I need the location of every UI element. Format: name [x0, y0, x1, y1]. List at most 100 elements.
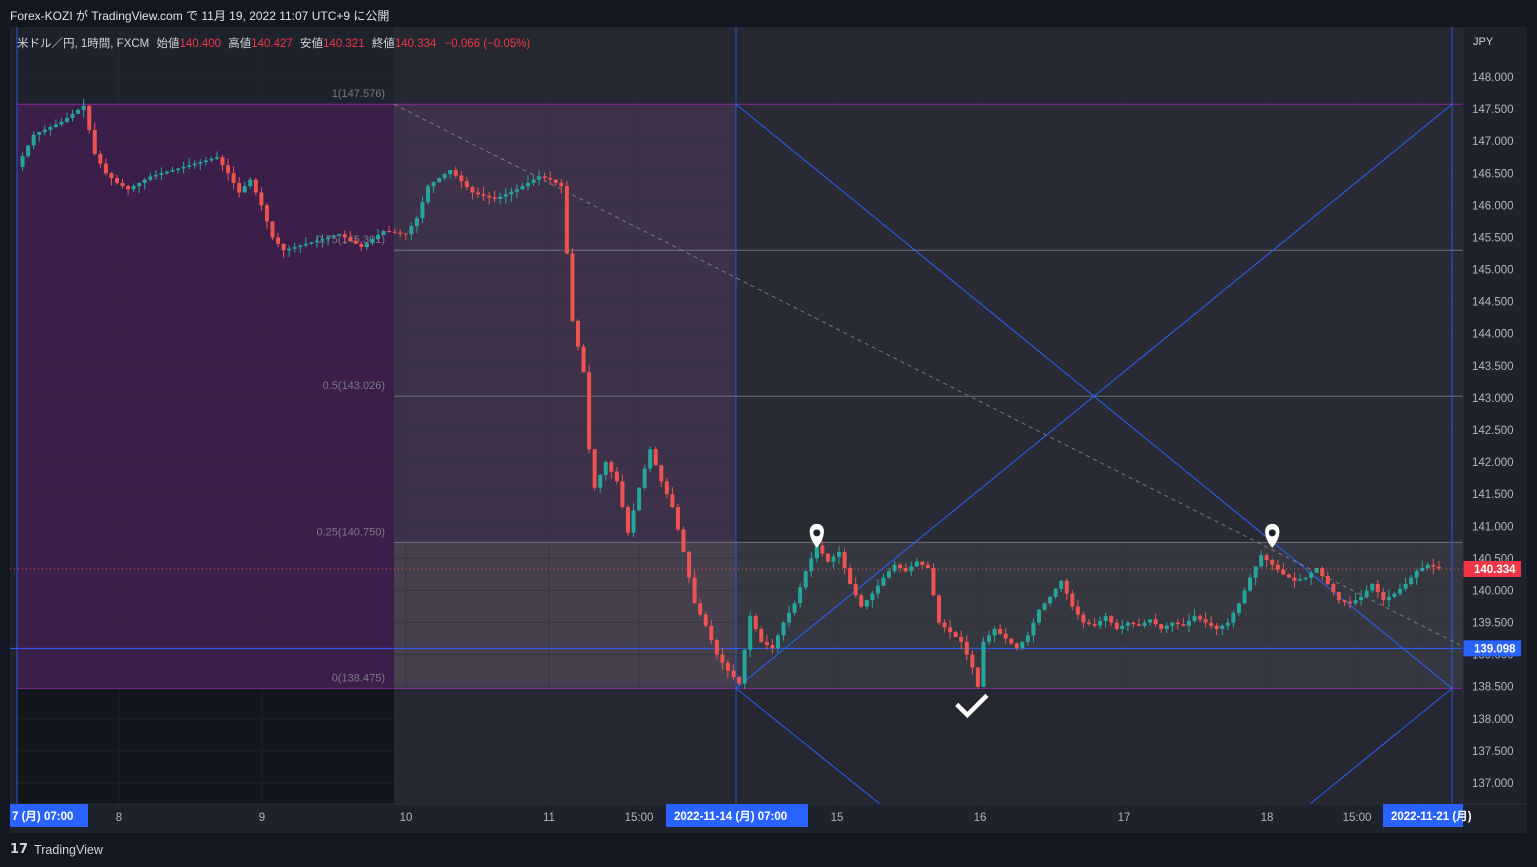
candle-body	[370, 239, 375, 244]
candle-body	[881, 577, 886, 586]
candle-body	[487, 195, 492, 198]
candle-body	[192, 163, 197, 166]
candle-body	[698, 603, 703, 615]
candle-body	[1175, 622, 1180, 625]
candle-body	[1181, 624, 1186, 626]
candle-body	[909, 566, 914, 572]
candle-body	[1186, 620, 1191, 626]
candle-body	[670, 494, 675, 508]
candle-body	[276, 237, 281, 244]
candle-body	[364, 243, 369, 248]
time-tick-label: 18	[1261, 812, 1274, 824]
time-tick-label: 15	[831, 812, 844, 824]
candle-body	[825, 553, 830, 562]
candle-body	[737, 677, 742, 684]
time-tick-label: 15:00	[625, 812, 654, 824]
price-tick-label: 143.500	[1472, 361, 1514, 373]
time-tick-label: 11	[543, 812, 555, 824]
price-tick-label: 144.500	[1472, 297, 1514, 309]
candle-body	[92, 129, 97, 155]
fib-label-0: 1(147.576)	[332, 88, 385, 100]
candle-body	[1098, 620, 1103, 626]
candle-body	[1420, 567, 1425, 572]
candle-body	[281, 243, 286, 251]
candle-body	[164, 171, 169, 174]
candle-body	[703, 614, 708, 626]
candle-body	[1248, 577, 1253, 591]
candle-body	[853, 584, 858, 596]
candle-body	[109, 173, 114, 179]
candle-body	[709, 625, 714, 641]
candle-body	[914, 561, 919, 567]
price-axis[interactable]	[1463, 27, 1527, 804]
candle-body	[675, 507, 680, 530]
candle-body	[1320, 567, 1325, 577]
candle-body	[509, 191, 514, 195]
candle-body	[453, 170, 458, 176]
time-tick-label: 10	[400, 812, 413, 824]
price-tick-label: 146.000	[1472, 200, 1514, 212]
candle-body	[520, 186, 525, 190]
price-tick-label: 147.000	[1472, 136, 1514, 148]
candle-body	[442, 174, 447, 179]
candle-body	[1398, 588, 1403, 594]
diagonal-low-right	[1309, 687, 1453, 805]
map-pin-hole	[813, 529, 821, 537]
candle-body	[81, 105, 86, 110]
ohlc-legend: 米ドル／円, 1時間, FXCM 始値140.400 高値140.427 安値1…	[17, 35, 530, 51]
candle-body	[1036, 609, 1041, 623]
candle-body	[1364, 590, 1369, 597]
candle-body	[1020, 641, 1025, 649]
candle-body	[314, 240, 319, 243]
candle-body	[1209, 622, 1214, 626]
price-tick-label: 146.500	[1472, 168, 1514, 180]
candle-body	[298, 245, 303, 248]
candle-body	[103, 163, 108, 174]
candle-body	[187, 165, 192, 167]
upper-zone	[394, 27, 1463, 105]
candle-body	[764, 641, 769, 646]
candle-body	[1375, 584, 1380, 593]
candle-body	[637, 487, 642, 511]
high-label: 高値	[228, 38, 252, 50]
time-highlight-badge	[10, 804, 88, 827]
candle-body	[514, 189, 519, 192]
candle-body	[1120, 625, 1125, 629]
candle-body	[1292, 577, 1297, 581]
candle-body	[1042, 603, 1047, 610]
candle-body	[353, 240, 358, 244]
high-value: 140.427	[251, 38, 293, 50]
candle-body	[798, 587, 803, 604]
candle-body	[998, 628, 1003, 634]
candle-body	[848, 567, 853, 585]
candle-body	[1203, 619, 1208, 623]
price-tick-label: 148.000	[1472, 72, 1514, 84]
candle-body	[1336, 592, 1341, 601]
candle-body	[348, 237, 353, 241]
candle-body	[842, 551, 847, 568]
candle-body	[31, 134, 36, 146]
candle-body	[787, 612, 792, 623]
candle-body	[231, 173, 236, 183]
price-tick-label: 140.000	[1472, 585, 1514, 597]
candle-body	[648, 449, 653, 469]
price-tick-label: 147.500	[1472, 104, 1514, 116]
candle-body	[259, 192, 264, 206]
candle-body	[553, 179, 558, 183]
candle-body	[470, 186, 475, 193]
candle-body	[481, 194, 486, 196]
candle-body	[226, 165, 231, 174]
publish-text: Forex-KOZI が TradingView.com で 11月 19, 2…	[10, 9, 390, 23]
fib-zone-lower	[394, 542, 1463, 689]
candle-body	[1003, 633, 1008, 639]
candle-body	[1009, 638, 1014, 644]
candle-body	[1303, 577, 1308, 580]
tradingview-logo[interactable]: 17 TradingView	[10, 842, 103, 857]
candle-body	[1270, 559, 1275, 565]
candle-body	[26, 145, 31, 157]
hline-badge	[1463, 640, 1521, 657]
candle-body	[1136, 624, 1141, 626]
candle-body	[992, 628, 997, 636]
last-price-badge	[1463, 561, 1521, 578]
